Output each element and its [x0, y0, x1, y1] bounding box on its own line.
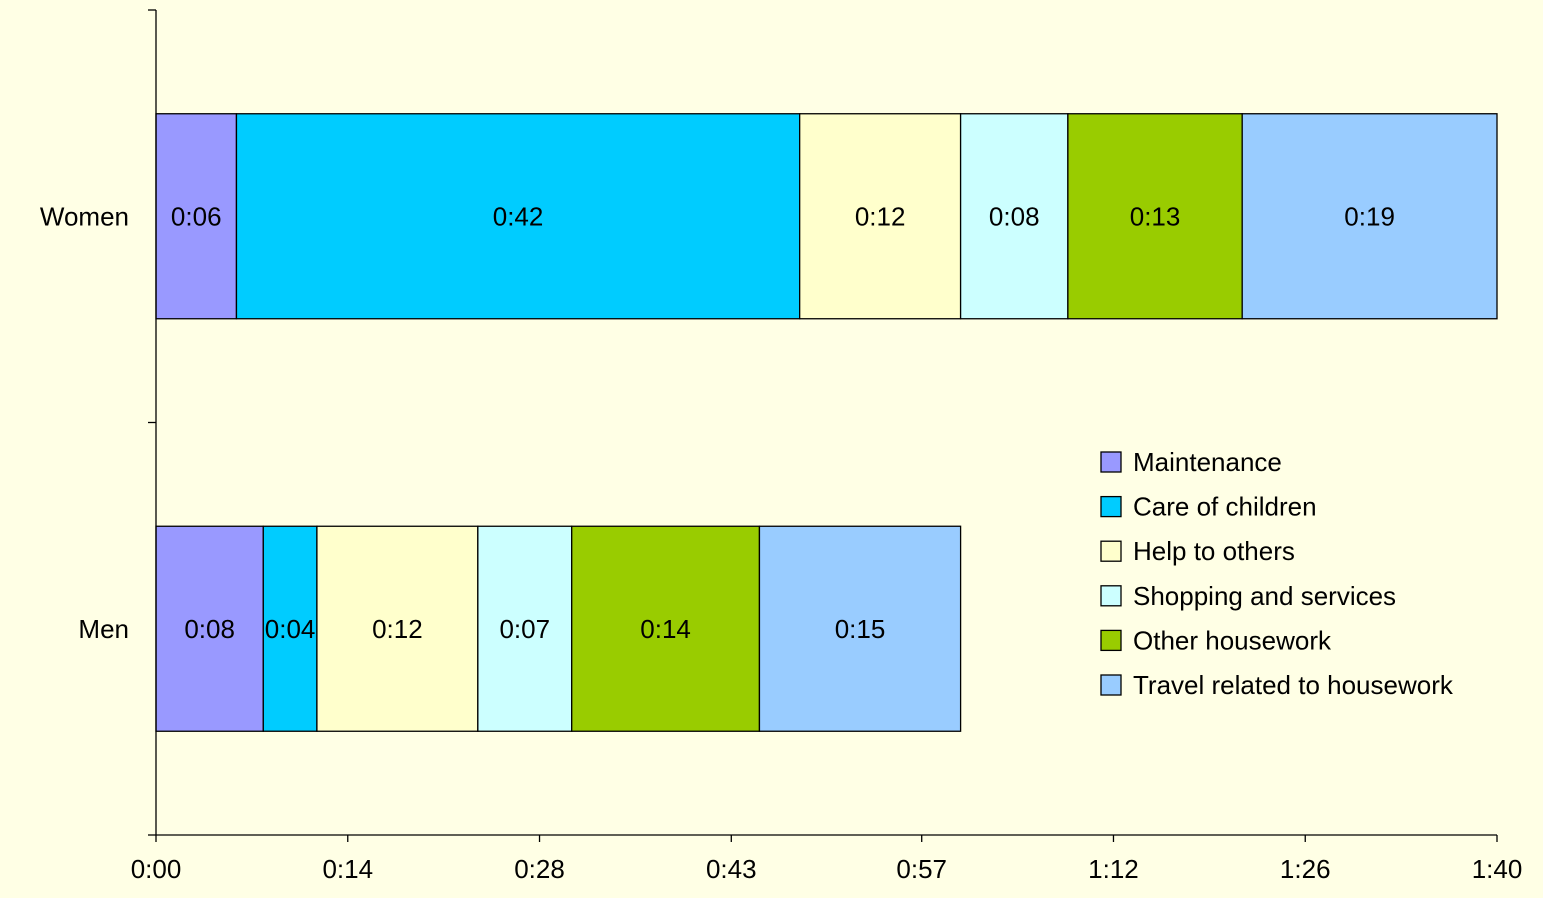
category-label-men: Men — [78, 614, 129, 644]
data-label: 0:14 — [640, 614, 691, 644]
bar-men-help-to-others — [316, 525, 479, 732]
bar-men-care-of-children — [262, 525, 318, 732]
legend-label-travel-related-to-housework: Travel related to housework — [1133, 670, 1454, 700]
x-tick-label: 0:57 — [896, 854, 947, 884]
x-tick-label: 1:26 — [1280, 854, 1331, 884]
legend-label-care-of-children: Care of children — [1133, 492, 1317, 522]
bars-layer: 0:06 0:42 0:12 0:08 0:13 0:19 0:08 0:04 0:12 0:07… — [155, 113, 1498, 732]
data-label: 0:08 — [184, 614, 235, 644]
legend-label-shopping-and-services: Shopping and services — [1133, 581, 1396, 611]
x-tick-label: 0:14 — [322, 854, 373, 884]
data-label: 0:06 — [171, 201, 222, 231]
legend-label-help-to-others: Help to others — [1133, 536, 1295, 566]
bar-women-care-of-children — [235, 113, 801, 320]
data-label: 0:15 — [835, 614, 886, 644]
bar-men-shopping-and-services — [477, 525, 573, 732]
x-tick-label: 1:12 — [1088, 854, 1139, 884]
legend-label-maintenance: Maintenance — [1133, 447, 1282, 477]
data-label: 0:04 — [265, 614, 316, 644]
legend-swatch-help-to-others — [1100, 540, 1122, 562]
x-tick-label: 0:28 — [514, 854, 565, 884]
legend-swatch-other-housework — [1100, 629, 1122, 652]
data-label: 0:12 — [372, 614, 423, 644]
legend-swatch-shopping-and-services — [1100, 585, 1122, 607]
data-label: 0:12 — [855, 201, 906, 231]
data-label: 0:42 — [493, 201, 544, 231]
x-tick-label: 1:40 — [1472, 854, 1523, 884]
legend-swatch-travel-related-to-housework — [1100, 674, 1122, 696]
bar-women-travel-related-to-housework — [1241, 113, 1498, 320]
bar-women-other-housework — [1067, 113, 1243, 320]
x-tick-label: 0:00 — [131, 854, 182, 884]
legend-swatch-maintenance — [1100, 451, 1122, 473]
legend-swatch-care-of-children — [1100, 495, 1122, 518]
bar-women-shopping-and-services — [959, 113, 1069, 320]
bar-women-maintenance — [155, 113, 238, 320]
bar-men-maintenance — [155, 525, 264, 732]
legend-label-other-housework: Other housework — [1133, 625, 1332, 655]
axes-layer: Women Men 0:00 0:14 0:28 0:43 0:57 1:12 1:26 1:40 — [40, 9, 1523, 884]
data-label: 0:07 — [499, 614, 550, 644]
data-label: 0:08 — [989, 201, 1040, 231]
bar-men-travel-related-to-housework — [758, 525, 962, 732]
data-label: 0:19 — [1344, 201, 1395, 231]
bar-men-other-housework — [571, 525, 761, 732]
bar-women-help-to-others — [799, 113, 962, 320]
legend: Maintenance Care of children Help to other… — [1100, 447, 1454, 700]
x-tick-label: 0:43 — [706, 854, 757, 884]
category-label-women: Women — [40, 201, 129, 231]
data-label: 0:13 — [1130, 201, 1181, 231]
